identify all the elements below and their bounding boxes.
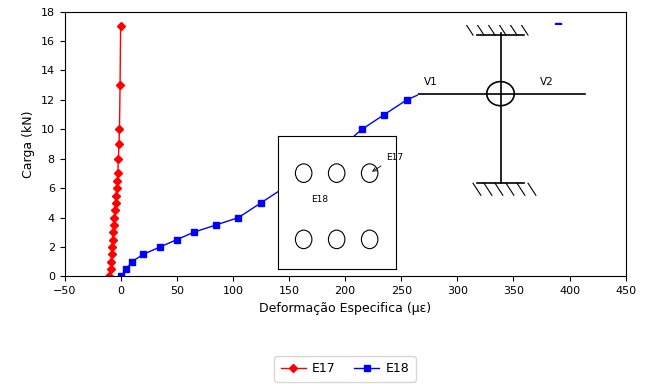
E18 — [212, 223, 220, 227]
E18 — [319, 156, 326, 161]
E18 — [279, 186, 287, 190]
E18 — [341, 142, 349, 146]
E17 — [108, 252, 115, 257]
E17 — [113, 186, 121, 190]
E17 — [108, 245, 116, 249]
E17 — [112, 193, 120, 198]
E17 — [115, 156, 123, 161]
E17 — [112, 200, 119, 205]
E18 — [128, 260, 135, 264]
E18 — [555, 24, 562, 28]
E18 — [437, 75, 444, 80]
E17 — [111, 208, 119, 213]
E18 — [526, 39, 534, 43]
E18 — [459, 61, 467, 65]
Line: E18: E18 — [118, 23, 561, 279]
Y-axis label: Carga (kN): Carga (kN) — [22, 110, 35, 178]
E18 — [493, 53, 501, 58]
E17 — [115, 127, 123, 132]
E17 — [115, 142, 123, 146]
E18 — [302, 171, 310, 176]
E17 — [106, 274, 114, 279]
E18 — [139, 252, 147, 257]
E17 — [109, 237, 117, 242]
E18 — [190, 230, 197, 235]
E17 — [110, 215, 118, 220]
E18 — [420, 90, 428, 95]
E17 — [106, 267, 114, 271]
Legend: E17, E18: E17, E18 — [275, 356, 415, 382]
E18 — [403, 98, 411, 102]
Line: E17: E17 — [106, 23, 123, 279]
X-axis label: Deformação Especifica (με): Deformação Especifica (με) — [259, 302, 431, 315]
E17 — [107, 260, 115, 264]
E18 — [257, 200, 265, 205]
E18 — [358, 127, 366, 132]
E17 — [110, 230, 117, 235]
E18 — [173, 237, 181, 242]
E18 — [156, 245, 164, 249]
E17 — [116, 83, 124, 88]
E18 — [381, 112, 388, 117]
E17 — [110, 223, 118, 227]
E17 — [117, 24, 124, 28]
E18 — [123, 267, 130, 271]
E17 — [114, 179, 121, 183]
E18 — [235, 215, 243, 220]
E18 — [117, 274, 124, 279]
E17 — [114, 171, 122, 176]
